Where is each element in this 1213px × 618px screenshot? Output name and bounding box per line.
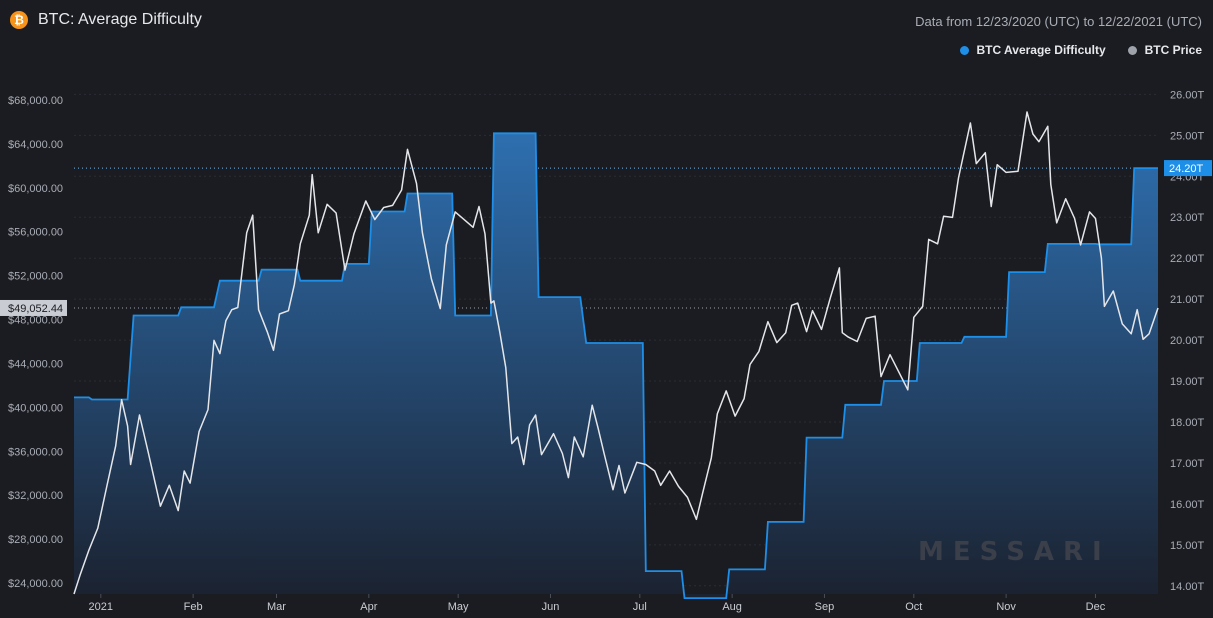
y-right-tick-label: 23.00T bbox=[1170, 212, 1205, 224]
legend-dot-price bbox=[1127, 45, 1137, 55]
y-left-tick-label: $68,000.00 bbox=[8, 95, 63, 107]
price-line bbox=[73, 111, 1159, 595]
y-right-tick-label: 15.00T bbox=[1170, 540, 1205, 552]
y-right-tick-label: 14.00T bbox=[1170, 581, 1205, 593]
x-tick-label: Apr bbox=[360, 601, 377, 613]
difficulty-line bbox=[74, 132, 1158, 599]
y-right-tick-label: 20.00T bbox=[1170, 335, 1205, 347]
current-difficulty-badge-label: 24.20T bbox=[1169, 163, 1204, 175]
bitcoin-icon: ₿ bbox=[10, 11, 28, 29]
current-difficulty-badge bbox=[1164, 160, 1212, 177]
y-left-tick-label: $24,000.00 bbox=[8, 578, 63, 590]
y-right-tick-label: 25.00T bbox=[1170, 130, 1205, 142]
current-price-badge-label: $49,052.44 bbox=[8, 303, 63, 315]
y-right-tick-label: 26.00T bbox=[1170, 89, 1205, 101]
difficulty-area-fill bbox=[74, 133, 1158, 599]
y-left-tick-label: $32,000.00 bbox=[8, 490, 63, 502]
y-right-tick-label: 22.00T bbox=[1170, 253, 1205, 265]
watermark: MESSARI bbox=[918, 537, 1111, 567]
legend-item-difficulty[interactable]: BTC Average Difficulty bbox=[959, 43, 1106, 57]
y-left-tick-label: $28,000.00 bbox=[8, 534, 63, 546]
y-right-tick-label: 16.00T bbox=[1170, 499, 1205, 511]
y-left-tick-label: $48,000.00 bbox=[8, 315, 63, 327]
legend: BTC Average Difficulty BTC Price bbox=[959, 43, 1202, 57]
x-tick-label: Mar bbox=[267, 601, 286, 613]
x-tick-label: Aug bbox=[722, 601, 742, 613]
y-left-tick-label: $40,000.00 bbox=[8, 402, 63, 414]
y-right-tick-label: 21.00T bbox=[1170, 294, 1205, 306]
x-tick-label: Jul bbox=[633, 601, 647, 613]
legend-label-difficulty: BTC Average Difficulty bbox=[976, 43, 1106, 57]
y-left-tick-label: $60,000.00 bbox=[8, 183, 63, 195]
current-price-badge bbox=[0, 299, 67, 316]
chart-title: BTC: Average Difficulty bbox=[38, 11, 202, 28]
x-tick-label: May bbox=[448, 601, 469, 613]
chart-header: ₿ BTC: Average Difficulty Data from 12/2… bbox=[0, 0, 1213, 80]
y-left-tick-label: $36,000.00 bbox=[8, 446, 63, 458]
y-right-tick-label: 17.00T bbox=[1170, 458, 1205, 470]
y-left-tick-label: $52,000.00 bbox=[8, 271, 63, 283]
x-tick-label: Sep bbox=[815, 601, 835, 613]
y-right-tick-label: 19.00T bbox=[1170, 376, 1205, 388]
y-left-tick-label: $64,000.00 bbox=[8, 139, 63, 151]
legend-label-price: BTC Price bbox=[1144, 43, 1202, 57]
x-tick-label: Oct bbox=[905, 601, 922, 613]
axes: 14.00T 15.00T 16.00T 17.00T 18.00T 19.00T 20.0… bbox=[0, 89, 1212, 613]
x-tick-label: Nov bbox=[996, 601, 1016, 613]
y-left-tick-label: $56,000.00 bbox=[8, 227, 63, 239]
x-tick-label: 2021 bbox=[89, 601, 113, 613]
x-tick-label: Dec bbox=[1086, 601, 1106, 613]
legend-dot-difficulty bbox=[959, 45, 969, 55]
y-left-tick-label: $44,000.00 bbox=[8, 358, 63, 370]
date-range: Data from 12/23/2020 (UTC) to 12/22/2021… bbox=[915, 14, 1202, 29]
difficulty-area bbox=[74, 132, 1158, 599]
x-tick-label: Jun bbox=[542, 601, 560, 613]
x-tick-label: Feb bbox=[184, 601, 203, 613]
price-line-group bbox=[73, 111, 1159, 595]
y-right-tick-label: 18.00T bbox=[1170, 417, 1205, 429]
legend-item-price[interactable]: BTC Price bbox=[1127, 43, 1202, 57]
